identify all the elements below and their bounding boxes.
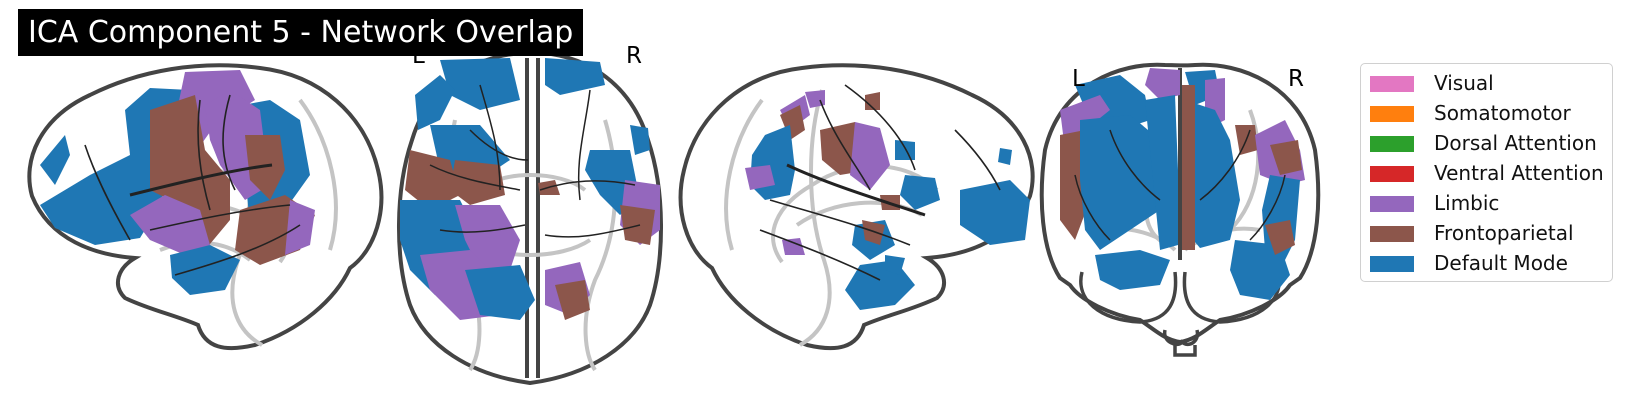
legend-swatch (1370, 136, 1414, 152)
network-legend: Visual Somatomotor Dorsal Attention Vent… (1360, 63, 1613, 282)
axial-right-marker: R (626, 43, 642, 69)
legend-swatch (1370, 106, 1414, 122)
legend-swatch (1370, 76, 1414, 92)
right-sagittal-view (678, 63, 1035, 351)
left-sagittal-outline (27, 63, 384, 351)
axial-view (397, 50, 663, 386)
axial-left-marker: L (412, 43, 425, 69)
coronal-cerebellum (1079, 271, 1281, 357)
legend-label: Ventral Attention (1434, 161, 1604, 185)
axial-sulci (429, 84, 641, 238)
legend-swatch (1370, 166, 1414, 182)
left-sagittal-blobs (40, 70, 315, 295)
figure-title: ICA Component 5 - Network Overlap (18, 9, 584, 56)
legend-label: Visual (1434, 71, 1494, 95)
coronal-left-marker: L (1072, 66, 1085, 92)
legend-label: Somatomotor (1434, 101, 1571, 125)
left-sagittal-view (27, 63, 384, 351)
coronal-view (1039, 62, 1321, 357)
right-sagittal-outline (678, 63, 1035, 351)
legend-swatch (1370, 196, 1414, 212)
legend-label: Default Mode (1434, 251, 1568, 275)
axial-midline (525, 58, 540, 378)
axial-blobs (400, 58, 660, 320)
legend-swatch (1370, 226, 1414, 242)
coronal-blobs (1060, 68, 1305, 300)
right-sagittal-sulci (759, 84, 1001, 281)
legend-swatch (1370, 256, 1414, 272)
left-sagittal-sulci (84, 94, 301, 276)
legend-label: Frontoparietal (1434, 221, 1574, 245)
legend-label: Limbic (1434, 191, 1500, 215)
coronal-right-marker: R (1288, 66, 1304, 92)
coronal-sulci (1074, 129, 1286, 241)
legend-label: Dorsal Attention (1434, 131, 1597, 155)
